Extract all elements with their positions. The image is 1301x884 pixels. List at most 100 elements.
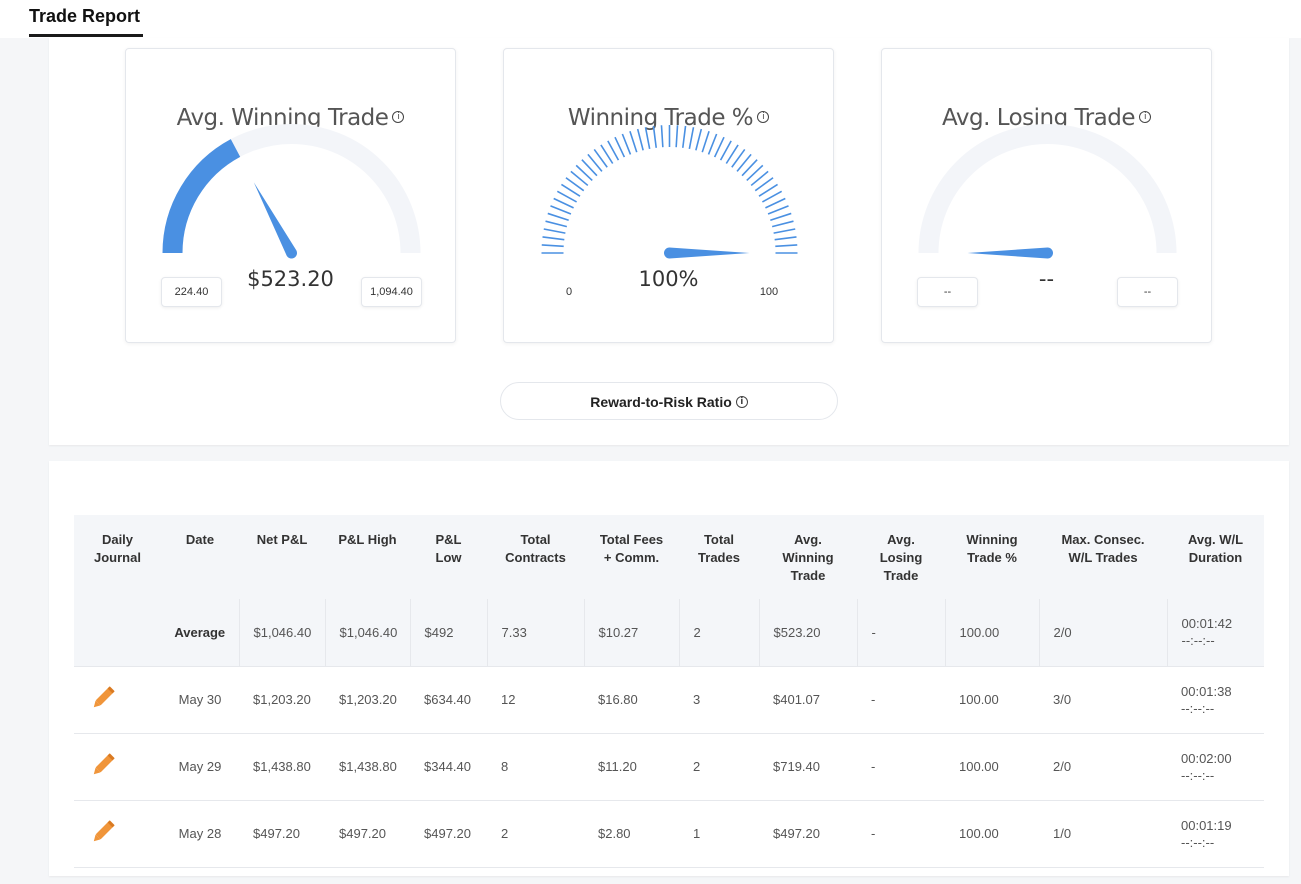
header-line: Avg. — [887, 532, 915, 547]
cell-max-consec: 1/0 — [1039, 800, 1167, 868]
reward-to-risk-button[interactable]: Reward-to-Risk Ratio i — [500, 382, 838, 420]
pencil-icon[interactable] — [88, 683, 118, 713]
active-tab-indicator — [29, 34, 143, 37]
gauge-tick — [581, 159, 598, 177]
gauge-tick — [565, 177, 585, 192]
table-header-row: Daily Journal Date Net P&L P&L High P&L Low Tot… — [74, 515, 1264, 599]
cell-win-pct: 100.00 — [944, 599, 1039, 667]
cell-duration: 00:01:38 --:--:-- — [1167, 666, 1264, 734]
gauge-tick — [731, 148, 746, 168]
cell-trades: 3 — [679, 666, 759, 734]
header-line: Trade — [883, 568, 919, 583]
duration-win: 00:01:42 — [1181, 616, 1233, 632]
info-icon[interactable]: i — [392, 110, 405, 123]
header-line: P&L — [435, 532, 462, 547]
gauge-tick — [736, 153, 752, 172]
tab-trade-report[interactable]: Trade Report — [29, 6, 141, 26]
winning-pct-gauge — [541, 125, 798, 259]
gauge-max-label: 1,094.40 — [361, 277, 422, 307]
gauge-tick — [547, 212, 569, 222]
header-line: + Comm. — [603, 550, 660, 565]
gauge-tick — [746, 164, 764, 182]
gauge-tick — [570, 170, 589, 187]
gauge-tick — [550, 205, 572, 215]
cell-pl-high: $1,438.80 — [325, 733, 410, 801]
cell-fees: $10.27 — [583, 599, 679, 667]
cell-net-pl: $1,046.40 — [238, 599, 325, 667]
gauge-tick — [575, 164, 593, 182]
header-line: Low — [435, 550, 462, 565]
avg-losing-gauge — [918, 124, 1177, 259]
gauge-tick — [629, 131, 638, 153]
journal-cell[interactable] — [74, 666, 161, 734]
gauge-tick — [644, 127, 651, 150]
journal-cell[interactable] — [74, 800, 161, 868]
gauge-min-label: 224.40 — [161, 277, 222, 307]
avg-losing-trade-card: Avg. Losing Trade i -- -- -- — [881, 48, 1212, 343]
gauge-track — [918, 124, 1177, 254]
cell-contracts: 12 — [487, 666, 584, 734]
gauge-ticks — [541, 125, 798, 254]
info-icon[interactable]: i — [1139, 110, 1152, 123]
gauge-tick — [741, 159, 758, 177]
header-line: P&L High — [338, 532, 397, 547]
info-icon[interactable]: i — [735, 396, 748, 409]
average-label: Average — [161, 599, 239, 667]
header-line: Date — [185, 532, 215, 547]
column-header: Daily Journal — [74, 515, 161, 599]
header-line: Total — [703, 532, 735, 547]
gauge-tick — [754, 177, 774, 192]
gauge-value: $523.20 — [247, 267, 334, 291]
column-header: Avg. Winning Trade — [759, 515, 857, 599]
table-row: May 28 $497.20 $497.20 $497.20 2 $2.80 1 $497.2… — [74, 800, 1264, 868]
pencil-icon[interactable] — [88, 750, 118, 780]
gauge-tick — [614, 136, 626, 158]
cell-date: May 28 — [161, 800, 239, 868]
cell-avg-loss: - — [857, 733, 945, 801]
header-line: Max. Consec. — [1061, 532, 1145, 547]
header-line: Losing — [879, 550, 923, 565]
gauge-tick — [775, 244, 798, 248]
gauge-tick — [541, 244, 564, 248]
gauge-tick — [593, 148, 608, 168]
winning-trade-pct-card: Winning Trade % i 100% 0 100 — [503, 48, 834, 343]
cell-win-pct: 100.00 — [945, 800, 1039, 868]
gauge-tick — [695, 128, 703, 151]
gauge-max-label: -- — [1117, 277, 1178, 307]
gauge-tick — [652, 125, 658, 148]
cell-contracts: 2 — [487, 800, 584, 868]
journal-cell[interactable] — [74, 733, 161, 801]
column-header: Avg. W/L Duration — [1167, 515, 1264, 599]
cell-duration: 00:02:00 --:--:-- — [1167, 733, 1264, 801]
gauge-title-text: Winning Trade % — [567, 105, 754, 131]
column-header: Total Fees + Comm. — [584, 515, 679, 599]
gauge-tick — [770, 212, 792, 222]
duration-win: 00:01:19 — [1181, 817, 1232, 833]
duration-loss: --:--:-- — [1181, 767, 1215, 783]
header-line: Net P&L — [256, 532, 308, 547]
cell-pl-low: $634.40 — [410, 666, 487, 734]
cell-trades: 1 — [679, 800, 759, 868]
avg-winning-gauge — [162, 124, 421, 259]
table-row: May 30 $1,203.20 $1,203.20 $634.40 12 $16.80 3… — [74, 666, 1264, 734]
column-header: Date — [161, 515, 239, 599]
gauge-tick — [758, 183, 779, 197]
reward-to-risk-label: Reward-to-Risk Ratio — [590, 394, 732, 410]
column-header: Total Contracts — [487, 515, 584, 599]
pencil-icon[interactable] — [88, 817, 118, 847]
gauge-tick — [767, 205, 789, 215]
gauge-tick — [607, 140, 620, 161]
cell-avg-win: $719.40 — [759, 733, 857, 801]
header-line: Trade — [790, 568, 826, 583]
cell-win-pct: 100.00 — [945, 733, 1039, 801]
duration-loss: --:--:-- — [1181, 700, 1215, 716]
header-line: Avg. — [794, 532, 822, 547]
cell-pl-low: $492 — [409, 599, 487, 667]
cell-avg-win: $523.20 — [758, 599, 857, 667]
gauge-min-label: 0 — [565, 286, 573, 298]
cell-max-consec: 3/0 — [1039, 666, 1167, 734]
info-icon[interactable]: i — [757, 110, 770, 123]
gauge-tick — [681, 125, 687, 148]
gauge-tick — [765, 197, 786, 209]
cell-duration: 00:01:19 --:--:-- — [1167, 800, 1264, 868]
